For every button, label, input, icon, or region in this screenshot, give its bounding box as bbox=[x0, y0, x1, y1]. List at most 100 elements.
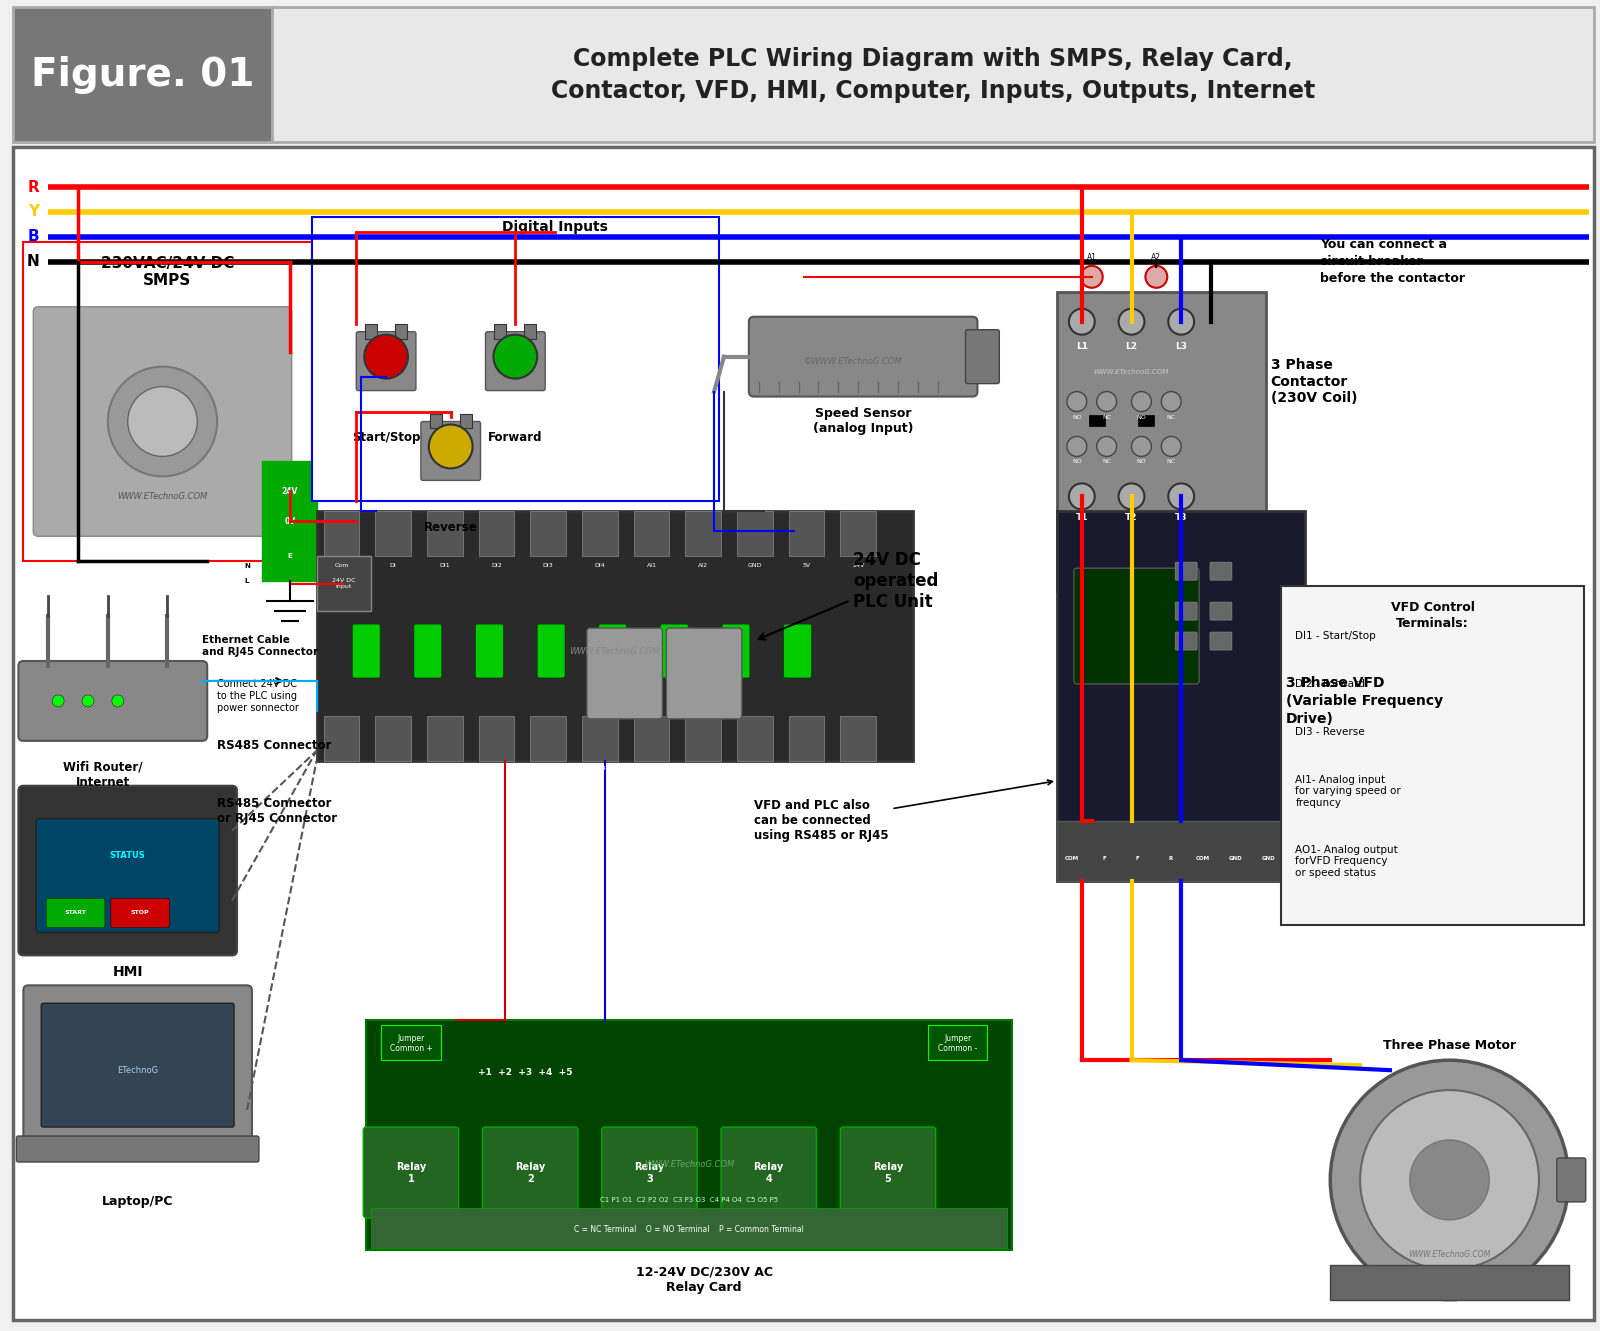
Text: NC: NC bbox=[1102, 414, 1112, 419]
FancyBboxPatch shape bbox=[262, 462, 317, 582]
FancyBboxPatch shape bbox=[789, 511, 824, 556]
FancyBboxPatch shape bbox=[272, 8, 1594, 142]
Circle shape bbox=[107, 366, 218, 476]
Text: C = NC Terminal    O = NO Terminal    P = Common Terminal: C = NC Terminal O = NO Terminal P = Comm… bbox=[574, 1226, 805, 1234]
FancyBboxPatch shape bbox=[494, 323, 506, 338]
Circle shape bbox=[1162, 391, 1181, 411]
FancyBboxPatch shape bbox=[478, 716, 514, 761]
FancyBboxPatch shape bbox=[840, 1127, 936, 1218]
FancyBboxPatch shape bbox=[459, 414, 472, 429]
FancyBboxPatch shape bbox=[525, 323, 536, 338]
Text: WWW.ETechnoG.COM: WWW.ETechnoG.COM bbox=[645, 1161, 734, 1170]
Text: DO2: DO2 bbox=[490, 765, 504, 771]
Text: C1 P1 O1  C2 P2 O2  C3 P3 O3  C4 P4 O4  C5 O5 P5: C1 P1 O1 C2 P2 O2 C3 P3 O3 C4 P4 O4 C5 O… bbox=[600, 1197, 778, 1203]
Text: T3: T3 bbox=[1174, 514, 1187, 522]
Text: 230VAC/24V DC
SMPS: 230VAC/24V DC SMPS bbox=[101, 256, 234, 287]
FancyBboxPatch shape bbox=[685, 511, 722, 556]
FancyBboxPatch shape bbox=[371, 1207, 1008, 1247]
FancyBboxPatch shape bbox=[421, 422, 480, 480]
Text: Relay
1: Relay 1 bbox=[395, 1162, 426, 1183]
Text: GND-AO: GND-AO bbox=[690, 765, 717, 771]
FancyBboxPatch shape bbox=[722, 624, 750, 677]
Text: L1: L1 bbox=[1075, 342, 1088, 350]
Text: +1  +2  +3  +4  +5: +1 +2 +3 +4 +5 bbox=[478, 1067, 573, 1077]
FancyBboxPatch shape bbox=[374, 716, 411, 761]
Text: 3 Phase
Contactor
(230V Coil): 3 Phase Contactor (230V Coil) bbox=[1270, 358, 1357, 405]
Circle shape bbox=[1131, 391, 1152, 411]
Circle shape bbox=[82, 695, 94, 707]
Text: L2: L2 bbox=[1125, 342, 1138, 350]
Circle shape bbox=[1069, 483, 1094, 510]
Text: Speed Sensor
(analog Input): Speed Sensor (analog Input) bbox=[813, 406, 914, 434]
FancyBboxPatch shape bbox=[483, 1127, 578, 1218]
FancyBboxPatch shape bbox=[427, 511, 462, 556]
Text: GND: GND bbox=[1229, 856, 1243, 861]
FancyBboxPatch shape bbox=[317, 511, 914, 761]
Text: AI1: AI1 bbox=[646, 563, 656, 568]
Circle shape bbox=[1082, 266, 1102, 287]
Circle shape bbox=[1096, 437, 1117, 457]
FancyBboxPatch shape bbox=[357, 331, 416, 390]
Text: Figure. 01: Figure. 01 bbox=[30, 56, 254, 95]
Text: DI4: DI4 bbox=[595, 563, 605, 568]
FancyBboxPatch shape bbox=[1058, 821, 1306, 881]
FancyBboxPatch shape bbox=[587, 628, 662, 719]
Circle shape bbox=[1118, 483, 1144, 510]
FancyBboxPatch shape bbox=[363, 1127, 459, 1218]
Text: 0V: 0V bbox=[285, 516, 296, 526]
FancyBboxPatch shape bbox=[1210, 632, 1232, 650]
Text: DI3: DI3 bbox=[542, 563, 554, 568]
Text: R: R bbox=[27, 180, 38, 194]
FancyBboxPatch shape bbox=[749, 317, 978, 397]
FancyBboxPatch shape bbox=[1058, 291, 1266, 591]
FancyBboxPatch shape bbox=[738, 716, 773, 761]
Text: RS485 Connector: RS485 Connector bbox=[218, 739, 331, 752]
Text: STOP: STOP bbox=[131, 910, 149, 916]
FancyBboxPatch shape bbox=[784, 624, 811, 677]
Text: Start/Stop: Start/Stop bbox=[352, 431, 421, 445]
Circle shape bbox=[128, 386, 197, 457]
Text: NC: NC bbox=[1102, 459, 1112, 465]
FancyBboxPatch shape bbox=[1176, 562, 1197, 580]
FancyBboxPatch shape bbox=[427, 716, 462, 761]
FancyBboxPatch shape bbox=[34, 306, 291, 536]
FancyBboxPatch shape bbox=[430, 414, 442, 429]
Text: AI1- Analog input
for varying speed or
frequncy: AI1- Analog input for varying speed or f… bbox=[1296, 775, 1402, 808]
Text: E: E bbox=[288, 554, 293, 559]
Text: N: N bbox=[245, 563, 250, 570]
FancyBboxPatch shape bbox=[666, 628, 742, 719]
Text: R: R bbox=[1168, 856, 1173, 861]
FancyBboxPatch shape bbox=[475, 624, 504, 677]
Text: T1: T1 bbox=[1075, 514, 1088, 522]
FancyBboxPatch shape bbox=[16, 1137, 259, 1162]
Text: ©WWW.ETechnoG.COM: ©WWW.ETechnoG.COM bbox=[803, 357, 902, 366]
Circle shape bbox=[1168, 483, 1194, 510]
Text: AI2: AI2 bbox=[698, 563, 709, 568]
Text: GND: GND bbox=[747, 563, 762, 568]
FancyBboxPatch shape bbox=[602, 1127, 698, 1218]
Text: Jumper
Common +: Jumper Common + bbox=[389, 1033, 432, 1053]
Text: AO1- Analog output
forVFD Frequency
or speed status: AO1- Analog output forVFD Frequency or s… bbox=[1296, 845, 1398, 878]
Text: 12-24V DC/230V AC
Relay Card: 12-24V DC/230V AC Relay Card bbox=[635, 1266, 773, 1294]
Text: WWW.ETechnoG.COM: WWW.ETechnoG.COM bbox=[570, 647, 659, 656]
Text: Connect 24V DC
to the PLC using
power sonnector: Connect 24V DC to the PLC using power so… bbox=[218, 679, 299, 712]
Text: 5V: 5V bbox=[803, 563, 811, 568]
FancyBboxPatch shape bbox=[352, 624, 381, 677]
Text: Jumper
Common -: Jumper Common - bbox=[938, 1033, 978, 1053]
Circle shape bbox=[1360, 1090, 1539, 1270]
Circle shape bbox=[1067, 391, 1086, 411]
FancyBboxPatch shape bbox=[722, 1127, 816, 1218]
Text: NO: NO bbox=[1072, 414, 1082, 419]
FancyBboxPatch shape bbox=[18, 785, 237, 956]
FancyBboxPatch shape bbox=[317, 556, 371, 611]
FancyBboxPatch shape bbox=[323, 716, 360, 761]
Circle shape bbox=[1118, 309, 1144, 334]
FancyBboxPatch shape bbox=[1330, 1264, 1568, 1299]
Text: A2: A2 bbox=[1152, 253, 1162, 262]
FancyBboxPatch shape bbox=[13, 8, 272, 142]
Text: DO4: DO4 bbox=[594, 765, 606, 771]
Circle shape bbox=[1131, 437, 1152, 457]
Text: COM: COM bbox=[1195, 856, 1210, 861]
Text: 24V DC
operated
PLC Unit: 24V DC operated PLC Unit bbox=[758, 551, 939, 640]
FancyBboxPatch shape bbox=[1176, 632, 1197, 650]
